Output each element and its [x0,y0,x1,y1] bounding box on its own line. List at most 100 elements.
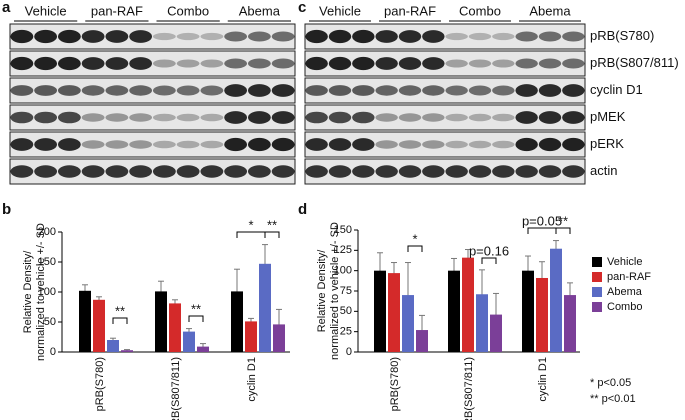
blot-band [200,165,224,178]
y-tick-label: 200 [38,226,56,238]
y-tick-label: 100 [38,286,56,298]
blot-band [271,58,295,69]
significance-label: ** [115,303,125,318]
blot-band [247,58,271,69]
blot-band [305,165,328,178]
blot-row-label: pMEK [590,109,626,124]
blot-band [422,57,445,70]
blot-band [34,111,58,124]
blot-band [375,85,398,96]
lane-group-label: Abema [239,3,281,18]
blot-band [105,113,129,122]
significance-label: * [248,217,253,232]
blot-band [105,140,129,149]
blot-band [492,113,515,122]
blot-strip [9,23,296,50]
blot-band [562,58,585,69]
y-tick-label: 0 [50,346,56,358]
panel-letter: b [2,201,11,218]
blot-band [398,30,422,43]
blot-band [105,30,129,43]
blot-strip [304,50,586,77]
blot-band [328,85,352,96]
blot-band [538,137,562,152]
bar [121,350,133,352]
y-axis-label: Relative Density/ [22,250,34,333]
blot-band [34,29,58,44]
blot-band [129,113,153,122]
blot-band [176,59,200,68]
blot-band [468,165,492,178]
blot-band [10,165,34,178]
blot-strip [9,131,296,158]
blot-band [562,31,585,42]
significance-label: p=0.16 [469,243,509,258]
significance-bracket [481,257,497,264]
significance-note: * p<0.05 [590,377,631,389]
y-tick-label: 150 [38,256,56,268]
blot-band [515,137,538,152]
blot-band [247,84,271,97]
blot-band [34,56,58,71]
blot-band [398,113,422,122]
blot-band [538,31,562,42]
bar [476,294,488,352]
blot-band [271,84,295,97]
bar [273,324,285,352]
blot-band [224,137,248,152]
blot-band [398,85,422,96]
blot-row-label: pRB(S807/811) [590,55,679,70]
blot-band [224,31,248,42]
blot-band [10,138,34,151]
significance-bracket [264,231,280,238]
blot-band [398,140,422,149]
blot-band [562,165,585,178]
bar [183,331,195,352]
blot-band [81,85,105,96]
blot-band [10,29,34,44]
blot-band [34,138,58,151]
blot-band [468,140,492,149]
blot-band [247,137,271,152]
blot-band [34,85,58,96]
significance-bracket [188,315,204,322]
blot-band [515,84,538,97]
blot-row-label: actin [590,163,617,178]
blot-band [129,140,153,149]
blot-band [398,57,422,70]
blot-band [352,165,375,178]
legend-swatch [592,287,602,297]
blot-band [538,165,562,178]
blot-band [492,140,515,149]
blot-strip [9,104,296,131]
blot-band [176,113,200,122]
blot-strip [304,77,586,104]
bar [564,295,576,352]
x-tick-label: cyclin D1 [246,357,258,402]
blot-band [305,138,328,151]
bar [169,303,181,352]
blot-band [305,29,328,44]
blot-band [200,140,224,149]
bar [231,291,243,352]
blot-band [200,113,224,122]
blot-band [562,111,585,124]
blot-band [445,32,468,41]
bar [536,277,548,352]
bar [490,314,502,352]
blot-band [445,165,468,178]
panel-letter: a [2,0,11,16]
blot-band [152,32,176,41]
panel-letter: c [298,0,306,16]
y-axis-label: Relative Density/ [316,249,328,332]
blot-band [352,29,375,44]
blot-band [305,56,328,71]
panel-letter: d [298,201,307,218]
legend-swatch [592,302,602,312]
blot-band [129,30,153,43]
bar [522,270,534,352]
blot-band [57,29,81,44]
blot-band [328,138,352,151]
blot-band [129,85,153,96]
